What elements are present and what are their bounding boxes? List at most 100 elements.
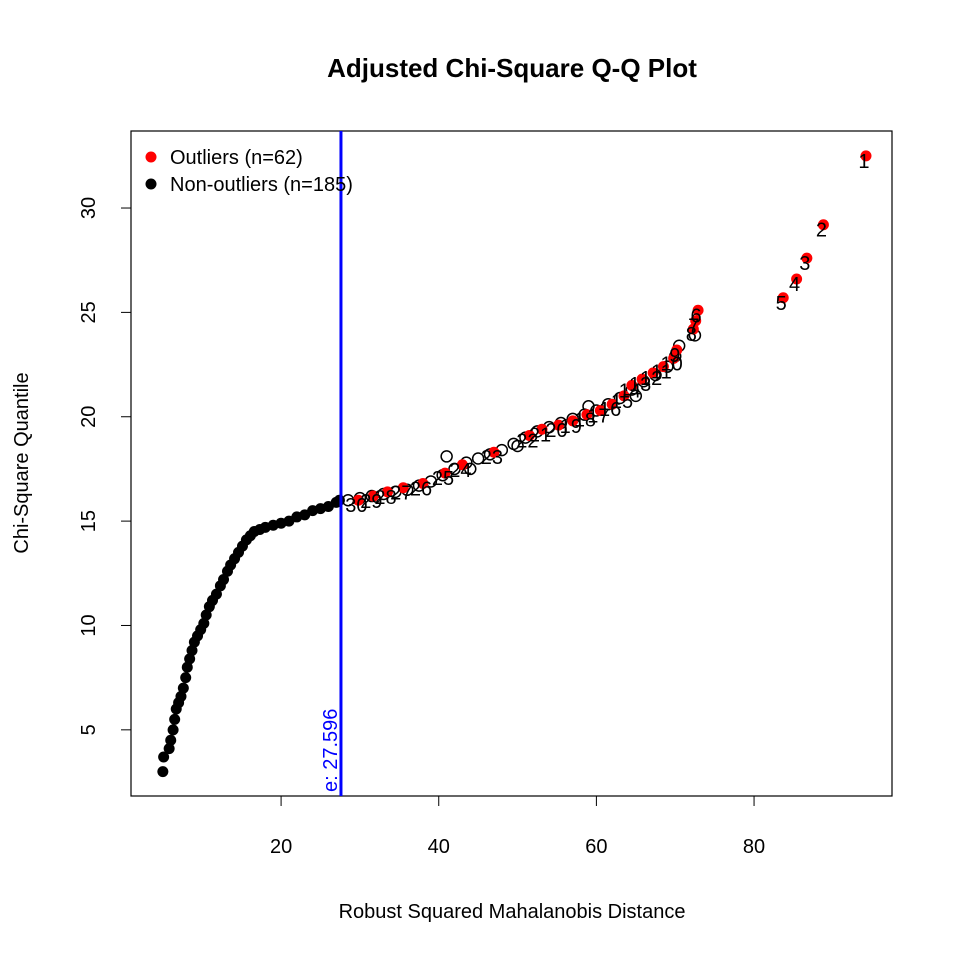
y-tick-label: 30 — [78, 197, 100, 219]
point — [397, 482, 409, 494]
point — [456, 459, 468, 471]
y-tick-label: 25 — [78, 301, 100, 323]
point-label: 23 — [481, 447, 503, 469]
point — [167, 724, 179, 736]
point — [163, 743, 175, 755]
y-tick-label: 5 — [78, 724, 100, 735]
point-label: 11 — [651, 362, 672, 384]
point — [626, 379, 638, 391]
point — [186, 645, 198, 657]
point-label: 16 — [599, 399, 621, 421]
y-axis-label: Chi-Square Quantile — [11, 372, 33, 553]
point — [439, 467, 451, 479]
point — [618, 390, 630, 402]
point-label: 14 — [619, 380, 641, 402]
point-label: 17 — [587, 405, 609, 427]
point-label: 6 — [691, 305, 702, 327]
point-label: 9 — [669, 345, 680, 367]
point — [184, 653, 196, 665]
point — [210, 588, 222, 600]
point — [218, 574, 230, 586]
point-label: 19 — [560, 416, 582, 438]
point — [647, 367, 659, 379]
point-label: 20 — [545, 420, 567, 442]
point — [553, 419, 565, 431]
point-label: 2 — [816, 220, 827, 242]
x-tick-label: 60 — [585, 836, 607, 858]
point — [367, 490, 379, 502]
point — [169, 713, 181, 725]
point-label: 22 — [516, 431, 538, 453]
plot-frame — [130, 130, 893, 797]
legend-label: Non-outliers (n=185) — [170, 174, 353, 196]
point — [382, 486, 394, 498]
y-tick-label: 20 — [78, 406, 100, 428]
open-point — [629, 389, 643, 403]
point-label: 13 — [629, 374, 651, 396]
point — [488, 446, 500, 458]
point — [791, 273, 803, 285]
open-point — [511, 439, 524, 453]
legend-marker — [145, 178, 157, 190]
point — [158, 751, 170, 763]
point-label: 29 — [360, 491, 382, 513]
point-label: 28 — [374, 487, 396, 509]
point — [567, 415, 579, 427]
point — [594, 404, 606, 416]
point — [636, 373, 648, 385]
point — [523, 430, 535, 442]
x-axis-label: Robust Squared Mahalanobis Distance — [339, 901, 686, 923]
point — [668, 352, 680, 364]
plot-area: 1234567891011121314151617181920212223242… — [157, 131, 872, 796]
point — [180, 672, 192, 684]
point — [657, 361, 669, 373]
point — [198, 617, 210, 629]
point — [690, 315, 702, 327]
point-label: 4 — [789, 274, 800, 296]
point — [181, 661, 193, 673]
point — [581, 409, 593, 421]
point — [817, 219, 829, 231]
point — [352, 494, 364, 506]
chart-title: Adjusted Chi-Square Q-Q Plot — [327, 53, 697, 83]
point-label: 26 — [410, 479, 432, 501]
x-tick-label: 40 — [428, 836, 450, 858]
point — [606, 398, 618, 410]
point — [801, 252, 813, 264]
point — [777, 292, 789, 304]
point — [157, 766, 169, 778]
point-label: 8 — [686, 324, 697, 346]
point — [671, 344, 683, 356]
point — [417, 478, 429, 490]
point — [200, 609, 212, 621]
open-point — [471, 452, 485, 465]
point — [165, 734, 177, 746]
point — [536, 423, 548, 435]
point-label: 5 — [776, 293, 787, 315]
point-label: 30 — [345, 495, 367, 517]
legend-label: Outliers (n=62) — [170, 147, 303, 169]
point — [175, 690, 187, 702]
y-tick-label: 10 — [78, 614, 100, 636]
cutoff-label: e: 27.596 — [320, 709, 342, 792]
legend-marker — [145, 151, 157, 163]
point-label: 10 — [661, 353, 683, 375]
point — [692, 304, 704, 316]
point-label: 24 — [449, 460, 471, 482]
point — [687, 323, 699, 335]
point-label: 18 — [574, 410, 596, 432]
point-label: 25 — [432, 468, 454, 490]
point-label: 15 — [611, 391, 633, 413]
point — [860, 150, 872, 162]
x-tick-label: 20 — [270, 836, 292, 858]
point-label: 3 — [799, 253, 810, 275]
x-tick-label: 80 — [743, 836, 765, 858]
point — [177, 682, 189, 694]
y-tick-label: 15 — [78, 510, 100, 532]
point-label: 12 — [640, 368, 662, 390]
point-label: 21 — [529, 424, 551, 446]
point-label: 7 — [688, 316, 699, 338]
point-label: 1 — [858, 151, 869, 173]
open-point — [440, 450, 453, 463]
